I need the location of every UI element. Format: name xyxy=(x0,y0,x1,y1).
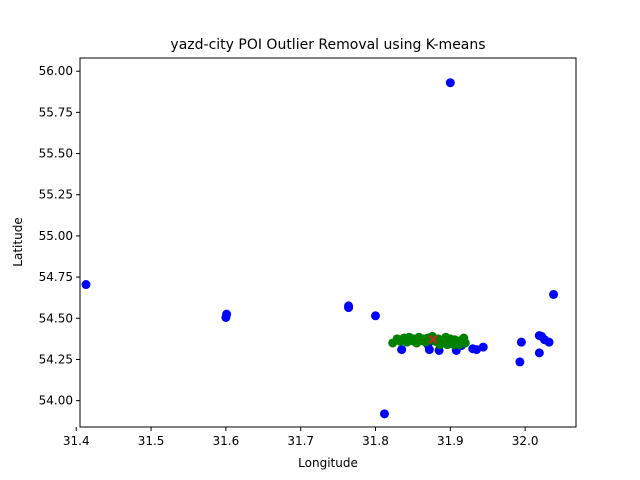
y-tick-label: 54.00 xyxy=(39,394,73,408)
outlier-point xyxy=(344,303,354,313)
outlier-point xyxy=(549,289,559,299)
y-axis-label: Latitude xyxy=(11,217,25,266)
outlier-point xyxy=(478,342,488,352)
centroid-marker xyxy=(428,334,438,345)
y-tick-label: 54.25 xyxy=(39,352,73,366)
x-tick-label: 31.8 xyxy=(362,434,389,448)
outlier-point xyxy=(515,357,525,367)
outlier-point xyxy=(397,345,407,355)
inlier-point xyxy=(449,340,459,350)
x-tick-label: 32.0 xyxy=(512,434,539,448)
x-tick-label: 31.6 xyxy=(213,434,240,448)
plot-area xyxy=(79,57,577,428)
data-points xyxy=(81,78,559,419)
x-tick-label: 31.9 xyxy=(437,434,464,448)
inlier-point xyxy=(435,340,445,350)
outlier-point xyxy=(544,337,554,347)
x-tick-label: 31.7 xyxy=(287,434,314,448)
outlier-point xyxy=(371,311,381,321)
x-tick-label: 31.4 xyxy=(63,434,90,448)
outlier-point xyxy=(516,337,526,347)
inlier-point xyxy=(400,335,410,345)
y-tick-label: 55.00 xyxy=(39,229,73,243)
inlier-point xyxy=(442,340,452,350)
y-tick-label: 55.50 xyxy=(39,147,73,161)
y-tick-label: 54.50 xyxy=(39,311,73,325)
outlier-point xyxy=(468,344,478,354)
y-tick-label: 55.25 xyxy=(39,188,73,202)
x-axis-ticks: 31.4 31.5 31.6 31.7 31.8 31.9 32.0 xyxy=(63,427,539,448)
inlier-point xyxy=(409,336,419,346)
outlier-point xyxy=(445,78,455,88)
x-axis-label: Longitude xyxy=(298,456,358,470)
outlier-point xyxy=(379,409,389,419)
outlier-point xyxy=(221,312,231,322)
y-axis-ticks: 54.00 54.25 54.50 54.75 55.00 55.25 55.50 55.75… xyxy=(39,64,80,408)
y-tick-label: 54.75 xyxy=(39,270,73,284)
x-tick-label: 31.5 xyxy=(138,434,165,448)
y-tick-label: 55.75 xyxy=(39,105,73,119)
y-tick-label: 56.00 xyxy=(39,64,73,78)
outlier-point xyxy=(81,280,91,290)
outlier-point xyxy=(534,348,544,358)
inlier-point xyxy=(460,338,470,348)
chart-title: yazd-city POI Outlier Removal using K-me… xyxy=(170,37,485,53)
